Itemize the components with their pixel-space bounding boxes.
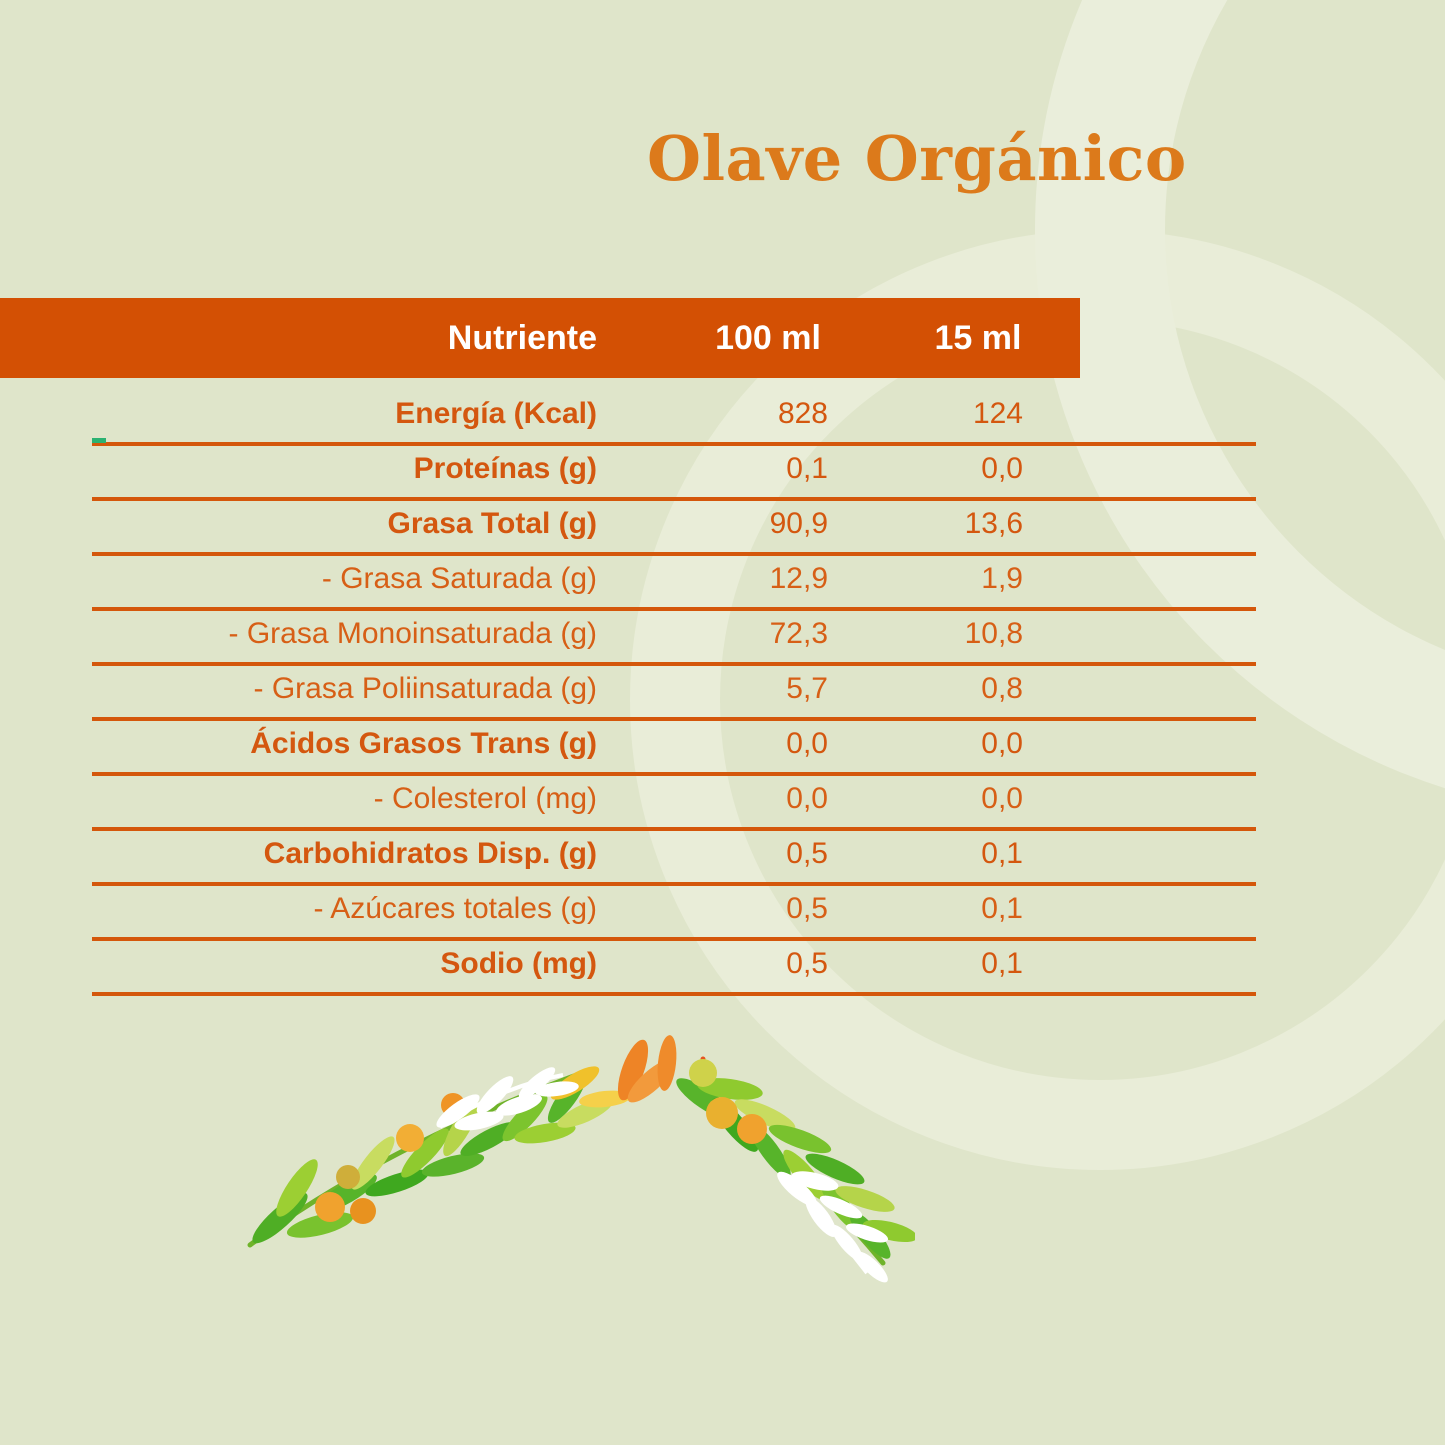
table-row: Ácidos Grasos Trans (g) 0,0 0,0 — [92, 717, 1256, 776]
white-frond-right — [777, 1171, 889, 1283]
row-label: Energía (Kcal) — [395, 397, 597, 430]
row-label: - Grasa Poliinsaturada (g) — [253, 672, 597, 705]
row-label: - Colesterol (mg) — [373, 782, 597, 815]
row-value-15ml: 1,9 — [981, 562, 1023, 595]
row-value-100ml: 0,0 — [786, 727, 828, 760]
table-row: - Azúcares totales (g) 0,5 0,1 — [92, 882, 1256, 941]
row-value-15ml: 0,0 — [981, 727, 1023, 760]
olive-branch-illustration — [247, 1035, 915, 1283]
row-value-100ml: 0,5 — [786, 837, 828, 870]
table-row: Proteínas (g) 0,1 0,0 — [92, 442, 1256, 501]
column-header-100ml: 100 ml — [715, 319, 821, 357]
row-value-15ml: 0,1 — [981, 837, 1023, 870]
green-accent-dash — [92, 438, 106, 443]
row-label: - Grasa Saturada (g) — [321, 562, 597, 595]
table-row: Energía (Kcal) 828 124 — [92, 387, 1256, 446]
table-row: - Colesterol (mg) 0,0 0,0 — [92, 772, 1256, 831]
table-row: - Grasa Saturada (g) 12,9 1,9 — [92, 552, 1256, 611]
table-row: - Grasa Monoinsaturada (g) 72,3 10,8 — [92, 607, 1256, 666]
row-value-100ml: 828 — [777, 397, 828, 430]
row-label: - Grasa Monoinsaturada (g) — [228, 617, 598, 650]
white-frond-left — [436, 1067, 579, 1131]
table-row: Grasa Total (g) 90,9 13,6 — [92, 497, 1256, 556]
row-label: Sodio (mg) — [440, 947, 597, 980]
row-value-100ml: 0,5 — [786, 892, 828, 925]
row-value-100ml: 0,1 — [786, 452, 828, 485]
row-label: Proteínas (g) — [413, 452, 597, 485]
row-value-100ml: 90,9 — [769, 507, 828, 540]
row-value-100ml: 5,7 — [786, 672, 828, 705]
row-value-15ml: 124 — [972, 397, 1023, 430]
center-orange-leaf — [617, 1035, 719, 1103]
row-value-15ml: 0,0 — [981, 452, 1023, 485]
row-value-15ml: 0,0 — [981, 782, 1023, 815]
row-value-15ml: 0,1 — [981, 947, 1023, 980]
table-header-bar: Nutriente 100 ml 15 ml — [0, 298, 1080, 378]
row-value-15ml: 0,1 — [981, 892, 1023, 925]
row-value-100ml: 12,9 — [769, 562, 828, 595]
row-label: Ácidos Grasos Trans (g) — [250, 727, 597, 760]
table-row: Sodio (mg) 0,5 0,1 — [92, 937, 1256, 996]
row-value-100ml: 0,0 — [786, 782, 828, 815]
row-value-100ml: 72,3 — [769, 617, 828, 650]
row-value-100ml: 0,5 — [786, 947, 828, 980]
table-row: Carbohidratos Disp. (g) 0,5 0,1 — [92, 827, 1256, 886]
row-label: Carbohidratos Disp. (g) — [263, 837, 597, 870]
row-label: - Azúcares totales (g) — [313, 892, 597, 925]
page-title: Olave Orgánico — [647, 122, 1187, 195]
column-header-nutriente: Nutriente — [447, 319, 597, 357]
right-branch-olives — [689, 1059, 767, 1144]
row-value-15ml: 10,8 — [964, 617, 1023, 650]
table-row: - Grasa Poliinsaturada (g) 5,7 0,8 — [92, 662, 1256, 721]
column-header-15ml: 15 ml — [934, 319, 1022, 357]
row-label: Grasa Total (g) — [387, 507, 597, 540]
row-value-15ml: 13,6 — [964, 507, 1023, 540]
row-value-15ml: 0,8 — [981, 672, 1023, 705]
